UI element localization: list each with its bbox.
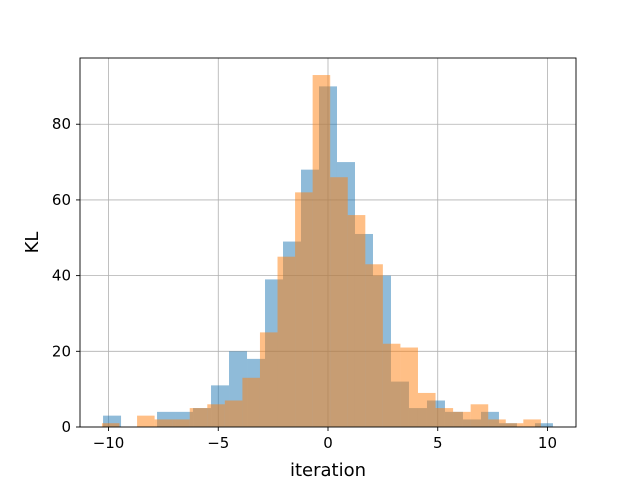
histogram-bar <box>365 264 383 427</box>
histogram-bar <box>435 408 454 427</box>
histogram-bar <box>534 423 553 427</box>
y-tick-label: 20 <box>52 342 71 360</box>
histogram-bar <box>137 415 155 427</box>
histogram-bar <box>523 419 541 427</box>
x-axis-label: iteration <box>290 460 366 480</box>
histogram-bar <box>207 404 225 427</box>
histogram-bar <box>417 392 436 427</box>
x-tick-label: −10 <box>93 434 125 452</box>
histogram-bar <box>242 377 260 427</box>
histogram-bar <box>488 419 506 427</box>
x-tick-label: 5 <box>433 434 443 452</box>
histogram-bar <box>347 215 366 427</box>
histogram-bar <box>400 347 418 427</box>
histogram-bar <box>505 423 524 427</box>
x-tick-label: 0 <box>323 434 333 452</box>
histogram-bar <box>259 332 278 427</box>
histogram-bar <box>103 415 122 427</box>
histogram-bar <box>172 419 190 427</box>
y-axis-label: KL <box>22 232 43 254</box>
x-tick-label: −5 <box>207 434 229 452</box>
histogram-bar <box>312 75 331 428</box>
histogram-bar <box>224 400 243 427</box>
histogram-bar <box>277 256 296 427</box>
axis-ticks: −10 −5 0 5 10 0 20 40 60 80 <box>52 115 557 452</box>
histogram-bar <box>453 411 471 427</box>
y-tick-label: 0 <box>61 418 71 436</box>
histogram-bar <box>189 408 208 427</box>
histogram-bar <box>154 419 173 427</box>
histogram-bar <box>295 192 313 427</box>
x-tick-label: 10 <box>538 434 557 452</box>
histogram-bar <box>330 177 348 427</box>
series-1-bars <box>101 75 541 428</box>
histogram-bar <box>382 343 401 427</box>
y-tick-label: 40 <box>52 267 71 285</box>
y-tick-label: 80 <box>52 115 71 133</box>
histogram-bar <box>101 423 120 427</box>
y-tick-label: 60 <box>52 191 71 209</box>
histogram-bars <box>101 75 553 428</box>
histogram-bar <box>470 404 489 427</box>
